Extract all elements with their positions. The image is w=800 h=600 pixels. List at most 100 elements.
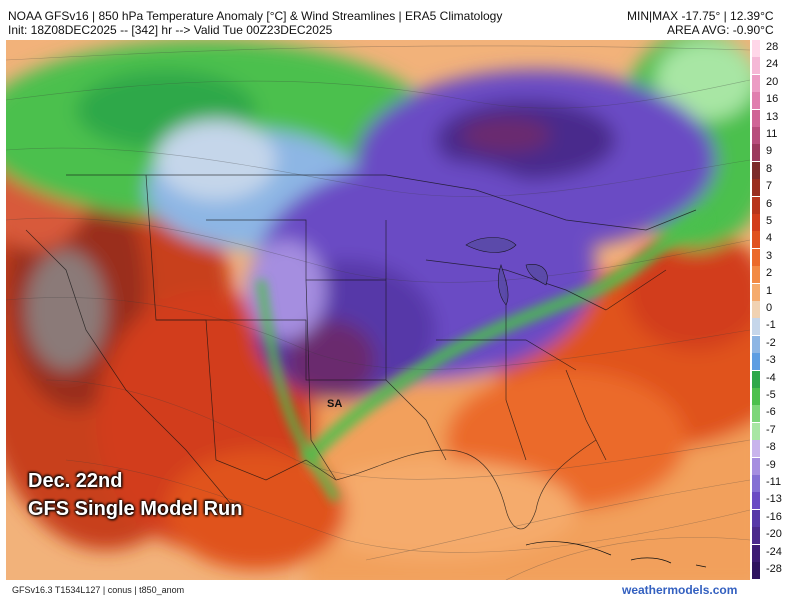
color-scale-swatch (752, 405, 760, 423)
color-scale-step: -5 (752, 388, 800, 405)
color-scale-label: 24 (766, 58, 779, 71)
color-scale-swatch (752, 388, 760, 405)
color-scale-swatch (752, 544, 760, 562)
color-scale-swatch (752, 40, 760, 57)
color-scale-label: 9 (766, 145, 773, 158)
color-scale-step: -2 (752, 335, 800, 353)
color-scale-label: -5 (766, 389, 776, 401)
color-scale-step: -16 (752, 509, 800, 527)
color-scale-step: 11 (752, 127, 800, 144)
color-scale-step: -8 (752, 440, 800, 458)
color-scale-step: -1 (752, 318, 800, 336)
color-scale-swatch (752, 127, 760, 144)
color-scale-label: -7 (766, 423, 776, 436)
color-scale-swatch (752, 231, 760, 249)
color-scale-label: 7 (766, 180, 773, 193)
color-scale-label: -13 (766, 493, 782, 506)
color-scale-step: 7 (752, 179, 800, 197)
color-scale-swatch (752, 440, 760, 458)
color-scale-swatch (752, 248, 760, 266)
color-scale-label: -8 (766, 441, 776, 454)
color-scale-swatch (752, 370, 760, 388)
color-scale-label: -1 (766, 319, 776, 332)
color-scale-label: 20 (766, 75, 779, 88)
color-scale-step: -3 (752, 353, 800, 371)
color-scale-label: -11 (766, 476, 782, 488)
color-scale-step: -13 (752, 492, 800, 510)
color-scale-label: 2 (766, 267, 773, 280)
color-scale-swatch (752, 562, 760, 579)
color-scale-swatch (752, 57, 760, 75)
init-valid-time: Init: 18Z08DEC2025 -- [342] hr --> Valid… (8, 23, 333, 37)
color-scale-step: 8 (752, 161, 800, 179)
color-scale-step: -9 (752, 457, 800, 475)
min-max-readout: MIN|MAX -17.75° | 12.39°C (627, 9, 774, 23)
area-average-readout: AREA AVG: -0.90°C (667, 23, 774, 37)
map-footer: GFSv16.3 T1534L127 | conus | t850_anom w… (0, 580, 800, 600)
site-credit: weathermodels.com (622, 583, 738, 597)
color-scale-step: 28 (752, 40, 800, 57)
color-scale-swatch (752, 92, 760, 110)
color-scale-label: 28 (766, 41, 779, 53)
color-scale-swatch (752, 527, 760, 545)
color-scale-step: 0 (752, 301, 800, 318)
color-scale-label: -20 (766, 528, 782, 541)
color-scale-step: -24 (752, 544, 800, 562)
color-scale-label: -9 (766, 458, 776, 471)
color-scale-swatch (752, 492, 760, 510)
color-scale-step: 5 (752, 214, 800, 231)
color-scale-swatch (752, 457, 760, 475)
color-scale-step: -7 (752, 422, 800, 440)
color-scale-swatch (752, 266, 760, 284)
color-scale-label: 11 (766, 128, 778, 140)
color-scale-step: 2 (752, 266, 800, 284)
color-scale-step: 16 (752, 92, 800, 110)
color-scale-swatch (752, 196, 760, 214)
color-scale-label: 13 (766, 110, 779, 123)
color-scale-step: 6 (752, 196, 800, 214)
map-header: NOAA GFSv16 | 850 hPa Temperature Anomal… (0, 0, 800, 40)
color-scale-swatch (752, 318, 760, 336)
color-scale-label: 1 (766, 284, 773, 297)
color-scale-swatch (752, 214, 760, 231)
color-scale-step: 3 (752, 248, 800, 266)
color-scale-step: 13 (752, 109, 800, 127)
color-scale-step: 9 (752, 144, 800, 162)
color-scale-step: -11 (752, 475, 800, 492)
color-scale-label: -2 (766, 336, 776, 349)
color-scale-label: 4 (766, 232, 773, 245)
color-scale-label: -16 (766, 510, 782, 523)
color-scale-step: -20 (752, 527, 800, 545)
color-scale-swatch (752, 283, 760, 301)
color-scale-swatch (752, 301, 760, 318)
color-scale-step: 24 (752, 57, 800, 75)
color-scale-label: -3 (766, 354, 776, 367)
color-scale-step: 20 (752, 74, 800, 92)
color-scale-label: 16 (766, 93, 779, 106)
color-scale-step: 4 (752, 231, 800, 249)
color-scale-swatch (752, 144, 760, 162)
color-scale-step: -6 (752, 405, 800, 423)
color-scale-swatch (752, 509, 760, 527)
color-scale-swatch (752, 74, 760, 92)
color-scale-label: -4 (766, 371, 776, 384)
color-scale-label: -24 (766, 545, 782, 558)
color-scale-step: 1 (752, 283, 800, 301)
overlay-date: Dec. 22nd (28, 470, 123, 492)
color-scale-swatch (752, 422, 760, 440)
color-scale-label: 3 (766, 249, 773, 262)
color-scale-label: -28 (766, 563, 782, 575)
color-scale-swatch (752, 335, 760, 353)
color-scale-swatch (752, 161, 760, 179)
color-scale-swatch (752, 475, 760, 492)
color-scale-swatch (752, 109, 760, 127)
color-scale: 28 24 20 16 13 11 9 8 7 6 5 4 3 2 1 0 -1 -2 -3 -4 -5 -6 -7 -8 -9… (752, 40, 800, 584)
model-info: GFSv16.3 T1534L127 | conus | t850_anom (12, 585, 185, 595)
color-scale-label: -6 (766, 406, 776, 419)
color-scale-swatch (752, 179, 760, 197)
overlay-run-label: GFS Single Model Run (28, 498, 243, 520)
city-label-sa: SA (327, 398, 343, 410)
color-scale-swatch (752, 353, 760, 371)
color-scale-label: 8 (766, 162, 773, 175)
anomaly-map (6, 40, 750, 580)
